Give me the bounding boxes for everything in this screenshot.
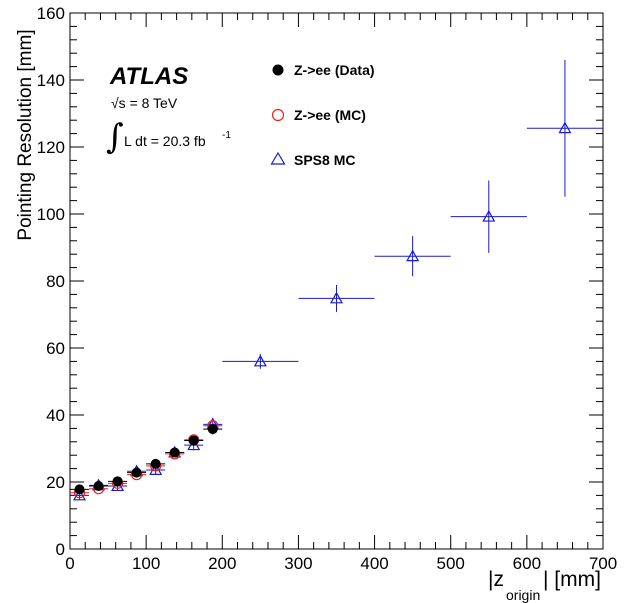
y-tick-label: 40 bbox=[46, 406, 65, 425]
y-axis-title: Pointing Resolution [mm] bbox=[15, 29, 36, 240]
legend-marker-sps8 bbox=[270, 151, 286, 165]
data-point-filled-circle bbox=[146, 458, 166, 469]
data-point-open-triangle bbox=[450, 180, 527, 253]
data-marker bbox=[72, 488, 87, 501]
data-marker bbox=[482, 209, 496, 222]
y-tick-label: 80 bbox=[46, 272, 65, 291]
x-axis-title-left: |z bbox=[488, 568, 504, 591]
legend-label-data: Z->ee (Data) bbox=[294, 62, 375, 78]
y-tick-label: 100 bbox=[37, 205, 65, 224]
data-marker bbox=[329, 291, 344, 304]
x-axis-title-right: | [mm] bbox=[543, 568, 601, 591]
luminosity-label: L dt = 20.3 fb bbox=[124, 133, 206, 149]
x-axis-title-subscript: origin bbox=[506, 587, 540, 603]
plot-frame bbox=[69, 12, 604, 550]
data-marker bbox=[131, 467, 142, 478]
x-tick-label: 700 bbox=[589, 554, 617, 573]
legend-label-sps8: SPS8 MC bbox=[294, 152, 355, 168]
y-tick-label: 0 bbox=[56, 540, 65, 559]
x-axis-title: |z origin | [mm] bbox=[488, 568, 601, 603]
data-point-filled-circle bbox=[165, 447, 185, 458]
data-marker bbox=[150, 458, 161, 469]
data-point-open-triangle bbox=[298, 285, 375, 312]
x-tick-label: 0 bbox=[65, 554, 74, 573]
x-tick-label: 400 bbox=[360, 554, 388, 573]
y-tick-label: 140 bbox=[37, 71, 65, 90]
data-point-filled-circle bbox=[203, 423, 223, 435]
data-marker bbox=[112, 476, 123, 487]
data-point-open-triangle bbox=[374, 236, 451, 277]
data-marker bbox=[74, 484, 85, 495]
y-tick-label: 60 bbox=[46, 339, 65, 358]
integral-sign: ∫ bbox=[106, 117, 124, 157]
data-marker bbox=[253, 354, 267, 367]
data-marker bbox=[169, 447, 180, 458]
legend-label-mc: Z->ee (MC) bbox=[294, 107, 366, 123]
data-point-open-triangle bbox=[222, 354, 299, 369]
data-point-open-triangle bbox=[526, 59, 603, 197]
luminosity-unit-exponent: -1 bbox=[222, 130, 231, 141]
data-marker bbox=[93, 481, 104, 492]
data-point-filled-circle bbox=[70, 484, 90, 495]
x-tick-label: 500 bbox=[437, 554, 465, 573]
axis-ticks-group: 0 100 200 300 400 500 600 700 0 20 40 60 80 100 120 140… bbox=[37, 4, 618, 573]
x-tick-label: 300 bbox=[284, 554, 312, 573]
y-tick-label: 120 bbox=[37, 138, 65, 157]
x-tick-label: 600 bbox=[513, 554, 541, 573]
energy-label: √s = 8 TeV bbox=[111, 95, 178, 111]
legend-marker-mc bbox=[271, 108, 285, 122]
x-tick-label: 200 bbox=[208, 554, 236, 573]
data-marker bbox=[558, 121, 572, 134]
experiment-label: ATLAS bbox=[109, 63, 188, 90]
x-tick-label: 100 bbox=[132, 554, 160, 573]
legend-marker-data bbox=[272, 64, 284, 76]
data-point-filled-circle bbox=[184, 435, 204, 446]
legend: Z->ee (Data) Z->ee (MC) SPS8 MC bbox=[270, 62, 375, 168]
data-marker bbox=[406, 249, 420, 262]
data-marker bbox=[188, 435, 199, 446]
data-marker bbox=[207, 424, 218, 435]
y-tick-label: 20 bbox=[46, 473, 65, 492]
data-point-filled-circle bbox=[89, 481, 109, 492]
y-tick-label: 160 bbox=[37, 4, 65, 23]
data-points-group bbox=[70, 59, 603, 501]
data-point-filled-circle bbox=[108, 476, 128, 487]
plot-frame-group bbox=[69, 12, 604, 550]
data-point-filled-circle bbox=[127, 467, 147, 478]
